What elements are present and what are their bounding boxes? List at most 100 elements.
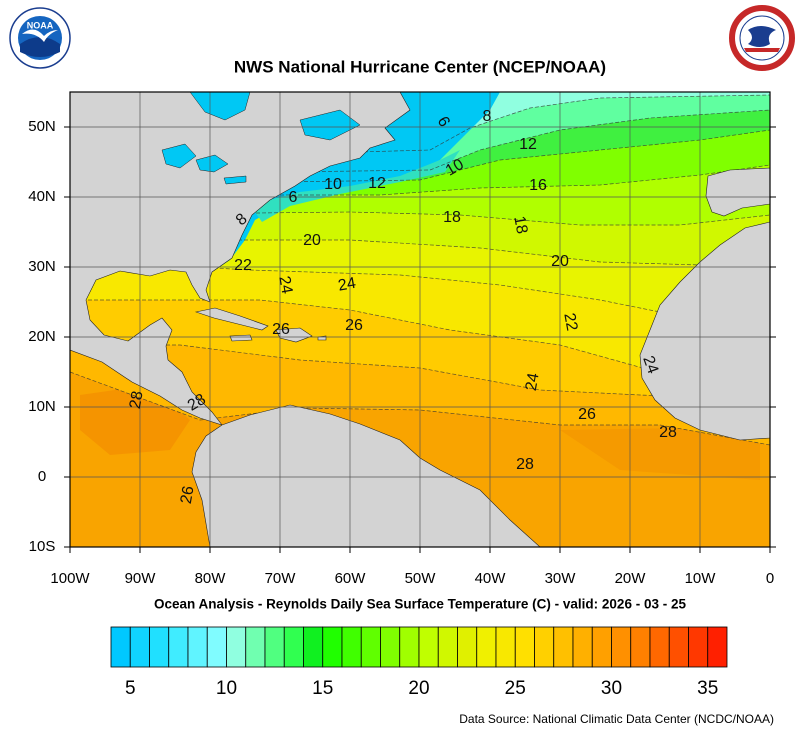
- x-tick-label: 40W: [475, 570, 507, 587]
- source: Data Source: National Climatic Data Cent…: [459, 712, 774, 726]
- land: [229, 334, 253, 342]
- y-tick-label: 20N: [28, 328, 56, 345]
- colorbar-cell: [572, 626, 593, 668]
- colorbar-cell: [399, 626, 420, 668]
- colorbar-cell: [283, 626, 304, 668]
- ocean-warm-spot: [560, 428, 760, 480]
- contour-label: 12: [368, 175, 386, 192]
- contour-label: 16: [529, 177, 547, 194]
- colorbar-cell: [206, 626, 227, 668]
- lake: [223, 175, 247, 185]
- colorbar-cell: [226, 626, 247, 668]
- contour-label: 26: [578, 406, 596, 423]
- colorbar-tick-label: 10: [216, 678, 237, 699]
- contour-label: 28: [516, 456, 534, 473]
- colorbar-cell: [437, 626, 458, 668]
- colorbar-tick-label: 20: [408, 678, 429, 699]
- colorbar-cell: [129, 626, 150, 668]
- colorbar-cell: [187, 626, 208, 668]
- colorbar-cell: [360, 626, 381, 668]
- colorbar-cell: [611, 626, 632, 668]
- colorbar-cell: [476, 626, 497, 668]
- contour-label: 26: [178, 485, 198, 506]
- contour-label: 18: [510, 215, 530, 236]
- colorbar-tick-label: 30: [601, 678, 622, 699]
- cold-water: [250, 150, 460, 222]
- colorbar-cell: [264, 626, 285, 668]
- colorbar-cell: [457, 626, 478, 668]
- colorbar-cell: [380, 626, 401, 668]
- contour-label: 28: [185, 391, 209, 415]
- contour-label: 22: [234, 257, 252, 274]
- subtitle: Ocean Analysis - Reynolds Daily Sea Surf…: [154, 597, 686, 612]
- contour-label: 26: [345, 317, 363, 334]
- y-tick-label: 50N: [28, 118, 56, 135]
- x-tick-label: 70W: [265, 570, 297, 587]
- colorbar-cell: [707, 626, 728, 668]
- colorbar-cell: [303, 626, 324, 668]
- y-tick-label: 40N: [28, 188, 56, 205]
- land: [194, 307, 269, 331]
- colorbar-cell: [668, 626, 689, 668]
- contour-label: 24: [275, 275, 295, 296]
- contour-label: 10: [324, 176, 342, 193]
- contour-label: 24: [523, 372, 543, 393]
- colorbar-cell: [591, 626, 612, 668]
- contour-line: [70, 129, 770, 186]
- land: [317, 335, 327, 341]
- contour-label: 22: [560, 312, 580, 333]
- land: [70, 92, 411, 426]
- y-tick-label: 10N: [28, 398, 56, 415]
- axes: 100W 90W 80W 70W 60W 50W 40W 30W 20W 10W 0 50N 40N 30…: [28, 118, 776, 587]
- colorbar-cell: [630, 626, 651, 668]
- colorbar-cell: [688, 626, 709, 668]
- x-tick-label: 0: [766, 570, 774, 587]
- x-tick-label: 30W: [545, 570, 577, 587]
- colorbar-cell: [418, 626, 439, 668]
- colorbar: 5 10 15 20 25 30 35: [110, 626, 728, 699]
- x-tick-label: 100W: [50, 570, 90, 587]
- colorbar-cell: [649, 626, 670, 668]
- lake: [195, 154, 229, 173]
- contour-label: 28: [127, 390, 147, 411]
- colorbar-tick-label: 25: [505, 678, 526, 699]
- contour-label: 20: [551, 253, 569, 270]
- nws-logo: [729, 5, 795, 71]
- contour-label: 8: [483, 108, 492, 125]
- colorbar-cell: [322, 626, 343, 668]
- contour-label: 12: [519, 136, 537, 153]
- contour-label: 10: [443, 156, 467, 180]
- y-tick-label: 0: [38, 468, 46, 485]
- lake: [299, 109, 361, 141]
- x-tick-label: 90W: [125, 570, 157, 587]
- colorbar-tick-label: 35: [697, 678, 718, 699]
- colorbar-cell: [149, 626, 170, 668]
- x-tick-label: 20W: [615, 570, 647, 587]
- land: [639, 221, 770, 441]
- contour-line: [70, 371, 770, 446]
- colorbar-cell: [168, 626, 189, 668]
- contour-label: 24: [337, 275, 358, 295]
- y-tick-label: 30N: [28, 258, 56, 275]
- contour-label: 18: [443, 209, 461, 226]
- colorbar-cell: [553, 626, 574, 668]
- colorbar-cell: [514, 626, 535, 668]
- y-tick-label: 10S: [29, 538, 56, 555]
- colorbar-cell: [245, 626, 266, 668]
- x-tick-label: 10W: [685, 570, 717, 587]
- contour-line: [70, 299, 770, 381]
- lake: [189, 92, 251, 121]
- colorbar-cell: [341, 626, 362, 668]
- colorbar-cell: [495, 626, 516, 668]
- contour-label: 6: [289, 189, 298, 206]
- contour-label: 28: [659, 424, 677, 441]
- contour-line: [70, 211, 770, 226]
- land: [191, 404, 541, 547]
- contour-label: 26: [272, 321, 290, 338]
- x-tick-label: 50W: [405, 570, 437, 587]
- noaa-logo: NOAA: [9, 7, 71, 69]
- colorbar-tick-label: 5: [125, 678, 136, 699]
